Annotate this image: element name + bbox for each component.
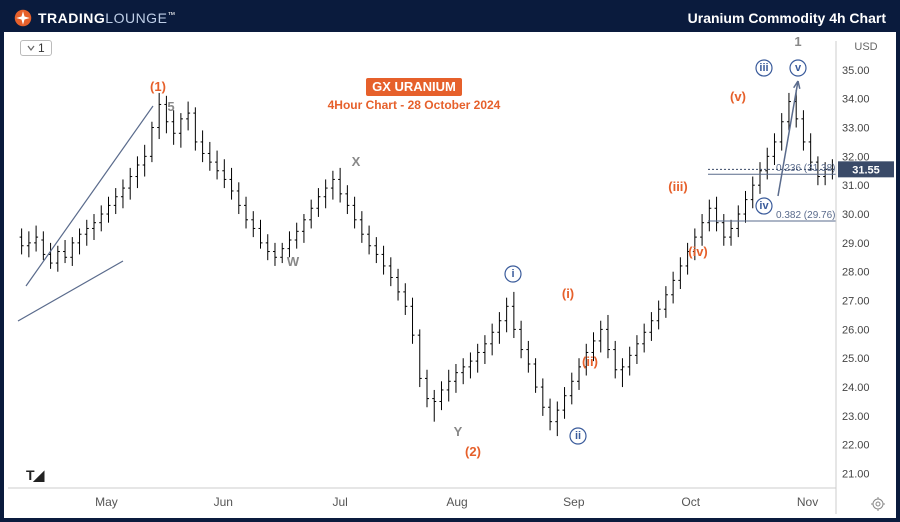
svg-text:(1): (1) (150, 79, 166, 94)
svg-text:X: X (352, 154, 361, 169)
svg-text:(ii): (ii) (582, 354, 598, 369)
svg-text:(2): (2) (465, 444, 481, 459)
svg-text:21.00: 21.00 (842, 469, 870, 481)
svg-text:(iii): (iii) (668, 179, 688, 194)
price-chart[interactable]: 0.236 (31.38)0.382 (29.76) iiiiiiivv(1)(… (8, 36, 896, 522)
svg-text:W: W (287, 254, 300, 269)
svg-text:(i): (i) (562, 286, 574, 301)
svg-text:iii: iii (759, 62, 768, 74)
svg-text:27.00: 27.00 (842, 296, 870, 308)
header-title: Uranium Commodity 4h Chart (688, 10, 886, 26)
svg-text:23.00: 23.00 (842, 411, 870, 423)
svg-text:1: 1 (794, 36, 801, 49)
svg-text:Y: Y (454, 424, 463, 439)
brand-lounge: LOUNGE (105, 10, 167, 26)
svg-text:34.00: 34.00 (842, 94, 870, 106)
svg-text:Jun: Jun (214, 495, 233, 509)
svg-text:May: May (95, 495, 118, 509)
svg-text:Sep: Sep (563, 495, 585, 509)
svg-text:ii: ii (575, 430, 581, 442)
svg-text:0.382 (29.76): 0.382 (29.76) (776, 210, 836, 221)
svg-text:Jul: Jul (332, 495, 347, 509)
svg-text:22.00: 22.00 (842, 440, 870, 452)
svg-text:24.00: 24.00 (842, 382, 870, 394)
currency-label: USD (854, 41, 877, 53)
svg-text:28.00: 28.00 (842, 267, 870, 279)
svg-text:0.236 (31.38): 0.236 (31.38) (776, 163, 836, 174)
brand-logo-icon (14, 9, 32, 27)
svg-text:(iv): (iv) (688, 244, 708, 259)
header-bar: TRADINGLOUNGE™ Uranium Commodity 4h Char… (4, 4, 896, 32)
svg-text:35.00: 35.00 (842, 65, 870, 77)
svg-text:Nov: Nov (797, 495, 818, 509)
title-badge-text: GX URANIUM (372, 79, 456, 94)
settings-gear-icon[interactable] (871, 497, 885, 511)
svg-text:26.00: 26.00 (842, 324, 870, 336)
svg-text:30.00: 30.00 (842, 209, 870, 221)
chart-subtitle: 4Hour Chart - 28 October 2024 (328, 98, 501, 112)
svg-text:5: 5 (167, 99, 174, 114)
svg-text:33.00: 33.00 (842, 123, 870, 135)
chart-area: 1 0.236 (31.38)0.382 (29.76) iiiiiiivv(1… (8, 36, 892, 514)
brand-trading: TRADING (38, 10, 105, 26)
svg-text:Oct: Oct (681, 495, 700, 509)
tradingview-logo: T◢ (26, 467, 45, 483)
svg-text:31.00: 31.00 (842, 180, 870, 192)
svg-text:(v): (v) (730, 89, 746, 104)
svg-text:Aug: Aug (446, 495, 467, 509)
svg-text:iv: iv (759, 200, 769, 212)
svg-text:25.00: 25.00 (842, 353, 870, 365)
svg-text:v: v (795, 62, 802, 74)
svg-text:i: i (511, 268, 514, 280)
svg-text:29.00: 29.00 (842, 238, 870, 250)
brand: TRADINGLOUNGE™ (14, 9, 176, 27)
svg-text:31.55: 31.55 (852, 164, 880, 176)
brand-text: TRADINGLOUNGE™ (38, 10, 176, 26)
